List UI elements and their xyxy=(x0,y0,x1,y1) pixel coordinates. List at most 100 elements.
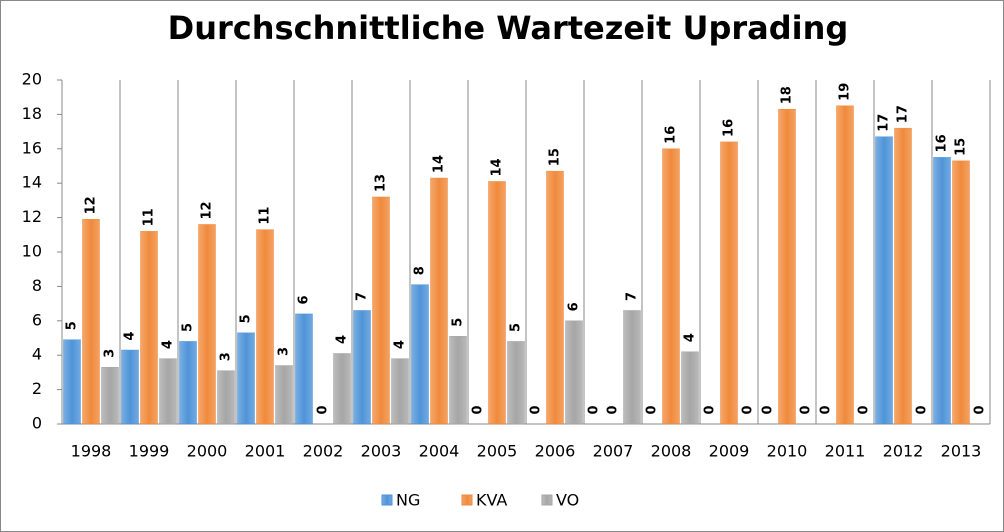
data-label: 16 xyxy=(935,134,950,152)
y-tick-label: 2 xyxy=(32,379,42,398)
data-label: 0 xyxy=(973,405,988,414)
bar xyxy=(836,105,854,425)
x-tick-label: 2005 xyxy=(477,442,518,461)
data-label: 12 xyxy=(84,196,99,214)
bar xyxy=(353,310,371,425)
data-label: 3 xyxy=(219,352,234,361)
bar xyxy=(372,196,390,425)
bar xyxy=(198,224,216,425)
data-label: 17 xyxy=(877,114,892,132)
data-label: 14 xyxy=(490,158,505,176)
bar xyxy=(565,320,583,425)
data-label: 6 xyxy=(567,302,582,311)
data-label: 0 xyxy=(471,405,486,414)
data-label: 5 xyxy=(451,318,466,327)
bar xyxy=(546,170,564,425)
data-label: 16 xyxy=(722,119,737,137)
y-tick-label: 12 xyxy=(22,207,42,226)
legend-label: NG xyxy=(396,491,420,510)
x-tick-label: 2011 xyxy=(825,442,866,461)
y-tick-label: 4 xyxy=(32,345,42,364)
x-tick-label: 1999 xyxy=(129,442,170,461)
bar xyxy=(894,127,912,425)
bar xyxy=(952,160,970,425)
data-label: 0 xyxy=(645,405,660,414)
x-tick-label: 2003 xyxy=(361,442,402,461)
data-label: 12 xyxy=(200,201,215,219)
data-label: 0 xyxy=(761,405,776,414)
data-label: 17 xyxy=(896,105,911,123)
bar xyxy=(121,349,139,425)
x-tick-label: 2012 xyxy=(883,442,924,461)
x-tick-label: 2007 xyxy=(593,442,634,461)
data-label: 0 xyxy=(587,405,602,414)
x-tick-label: 2008 xyxy=(651,442,692,461)
x-tick-label: 2009 xyxy=(709,442,750,461)
data-label: 0 xyxy=(915,405,930,414)
bar xyxy=(449,336,467,425)
y-tick-label: 18 xyxy=(22,104,42,123)
x-tick-label: 2013 xyxy=(941,442,982,461)
x-tick-label: 2004 xyxy=(419,442,460,461)
bar xyxy=(623,310,641,425)
data-label: 3 xyxy=(103,349,118,358)
x-tick-label: 2002 xyxy=(303,442,344,461)
data-label: 4 xyxy=(393,340,408,349)
bar xyxy=(217,370,235,425)
bar xyxy=(333,353,351,425)
data-label: 0 xyxy=(606,405,621,414)
bar xyxy=(488,181,506,425)
bar xyxy=(391,358,409,425)
data-label: 0 xyxy=(741,405,756,414)
y-tick-label: 8 xyxy=(32,276,42,295)
legend-swatch xyxy=(541,494,553,506)
bar xyxy=(933,157,951,425)
x-tick-label: 2001 xyxy=(245,442,286,461)
data-label: 7 xyxy=(625,292,640,301)
legend-swatch xyxy=(461,494,473,506)
data-label: 3 xyxy=(277,347,292,356)
bar xyxy=(159,358,177,425)
data-label: 11 xyxy=(142,208,157,226)
bar xyxy=(507,341,525,425)
bar xyxy=(140,231,158,425)
data-label: 14 xyxy=(432,155,447,173)
x-tick-label: 2010 xyxy=(767,442,808,461)
y-tick-label: 14 xyxy=(22,173,42,192)
bar xyxy=(875,136,893,425)
bar xyxy=(82,219,100,425)
x-tick-label: 2000 xyxy=(187,442,228,461)
data-label: 16 xyxy=(664,126,679,144)
data-label: 15 xyxy=(548,148,563,166)
data-label: 8 xyxy=(413,266,428,275)
data-label: 4 xyxy=(123,332,138,341)
x-tick-label: 2006 xyxy=(535,442,576,461)
bar xyxy=(778,108,796,425)
data-label: 13 xyxy=(374,174,389,192)
bar xyxy=(662,148,680,425)
y-tick-label: 10 xyxy=(22,242,42,261)
bar xyxy=(256,229,274,425)
legend-label: VO xyxy=(556,491,579,510)
data-label: 0 xyxy=(529,405,544,414)
data-label: 0 xyxy=(703,405,718,414)
bar xyxy=(681,351,699,425)
data-label: 0 xyxy=(857,405,872,414)
data-label: 4 xyxy=(161,340,176,349)
bar xyxy=(295,313,313,425)
data-label: 7 xyxy=(355,292,370,301)
data-label: 15 xyxy=(954,138,969,156)
y-tick-label: 0 xyxy=(32,414,42,433)
legend-label: KVA xyxy=(476,491,507,510)
bar xyxy=(101,366,119,425)
bar xyxy=(411,284,429,425)
y-tick-label: 20 xyxy=(22,70,42,89)
data-label: 6 xyxy=(297,295,312,304)
y-tick-label: 16 xyxy=(22,138,42,157)
data-label: 5 xyxy=(65,321,80,330)
data-label: 0 xyxy=(316,405,331,414)
data-label: 5 xyxy=(509,323,524,332)
bar xyxy=(179,341,197,425)
data-label: 11 xyxy=(258,207,273,225)
